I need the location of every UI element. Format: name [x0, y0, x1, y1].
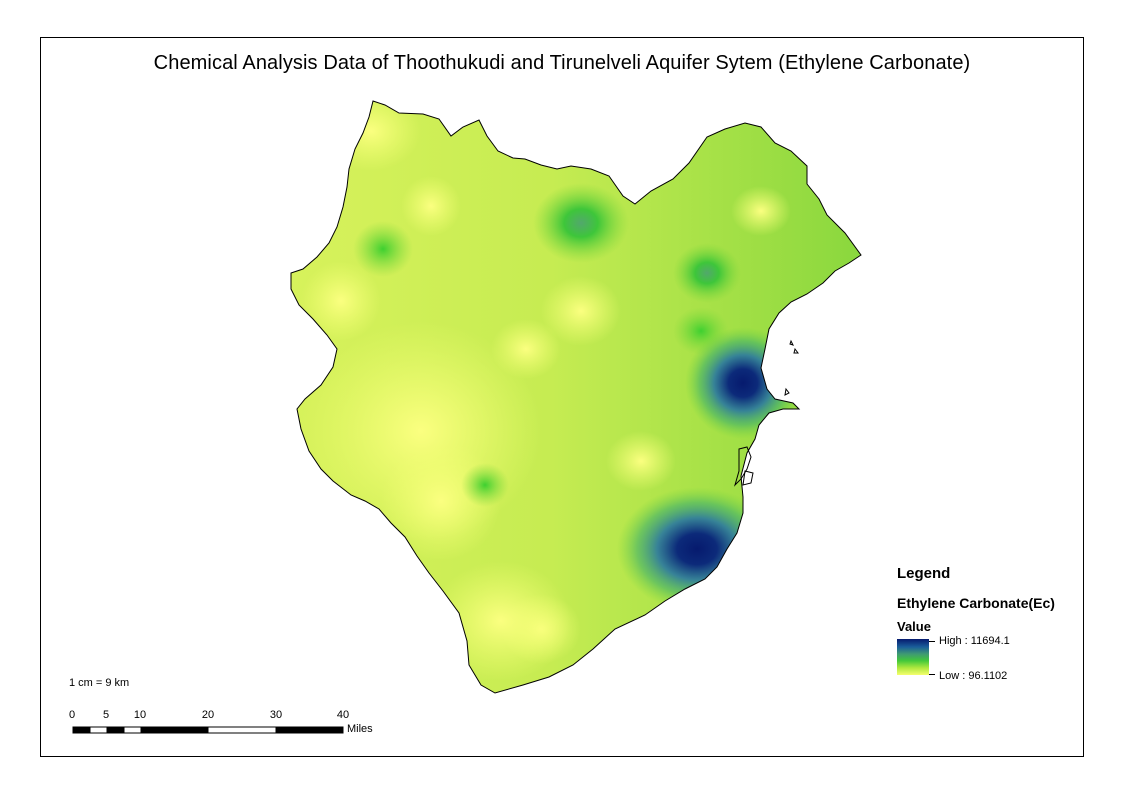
- interpolated-surface: [291, 101, 861, 693]
- high-zone-thoothukudi: [685, 327, 801, 439]
- mid-zone-northeast: [673, 243, 741, 303]
- scale-tick-label: 0: [68, 709, 76, 721]
- map-frame: Chemical Analysis Data of Thoothukudi an…: [40, 37, 1084, 757]
- interpolation-map: [290, 100, 862, 694]
- coastal-islands: [733, 339, 799, 487]
- low-zone-spot-8: [731, 186, 791, 236]
- low-zone-spot-3: [491, 319, 561, 379]
- region-boundary: [290, 100, 862, 694]
- low-zone-spot-4: [541, 276, 621, 346]
- low-zone-spot-7: [606, 431, 676, 491]
- low-zone-south: [431, 561, 571, 681]
- scale-tick-label: 30: [269, 709, 283, 721]
- mid-zone-west: [353, 221, 413, 277]
- legend-low-label: Low : 96.1102: [939, 670, 1008, 682]
- low-zone-north: [321, 101, 421, 171]
- mid-zone-central: [461, 463, 509, 507]
- scale-tick-label: 40: [336, 709, 350, 721]
- island-dot-2: [793, 347, 799, 354]
- legend-layer-name: Ethylene Carbonate(Ec): [897, 595, 1055, 611]
- low-zone-spot-2: [301, 261, 381, 341]
- island-dot-3: [789, 339, 794, 346]
- scale-units: Miles: [347, 723, 373, 735]
- scale-ratio: 1 cm = 9 km: [69, 677, 130, 689]
- ramp-low-tick: [929, 674, 935, 675]
- high-zone-south-coast: [617, 487, 777, 611]
- island-dot-1: [784, 387, 790, 396]
- map-title: Chemical Analysis Data of Thoothukudi an…: [153, 52, 971, 74]
- color-ramp: [897, 639, 929, 675]
- island-small: [742, 470, 754, 486]
- scale-tick-label: 5: [102, 709, 110, 721]
- scale-tick-label: 20: [201, 709, 215, 721]
- low-zone-spot-1: [401, 176, 461, 236]
- legend-field-name: Value: [897, 619, 931, 634]
- legend-heading: Legend: [897, 565, 951, 582]
- legend-high-label: High : 11694.1: [939, 635, 1010, 647]
- scale-tick-label: 10: [133, 709, 147, 721]
- island-cluster: [733, 446, 752, 487]
- ramp-high-tick: [929, 641, 935, 642]
- mid-zone-north: [533, 183, 629, 263]
- legend: Legend Ethylene Carbonate(Ec) Value High…: [897, 565, 1083, 695]
